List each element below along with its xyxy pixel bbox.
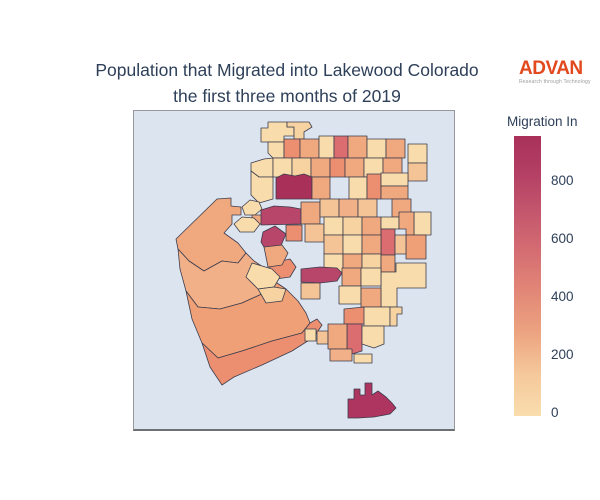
map-region-sa-wavy[interactable] — [343, 306, 368, 325]
colorbar-tick-label: 200 — [551, 346, 574, 362]
map-region-r5-3[interactable] — [338, 198, 359, 218]
map-region-r7-5[interactable] — [361, 234, 382, 255]
advan-logo-wordmark: ADVAN — [519, 58, 583, 79]
map-region-r4-2[interactable] — [348, 176, 368, 200]
map-region-r6-2[interactable] — [304, 223, 325, 243]
map-region-r7-1[interactable] — [263, 244, 289, 268]
chart-title-line2: the first three months of 2019 — [173, 86, 401, 106]
map-region-stair[interactable] — [267, 141, 285, 159]
map-region-r2-2[interactable] — [299, 138, 320, 159]
colorbar-title: Migration In — [507, 114, 578, 129]
map-region-island[interactable] — [347, 382, 397, 419]
map-region-r6-3[interactable] — [323, 216, 344, 236]
map-region-r5-1[interactable] — [300, 201, 321, 225]
map-region-r6-1[interactable] — [285, 224, 303, 242]
colorbar-tick-label: 400 — [551, 289, 574, 304]
map-region-ne-3[interactable] — [413, 211, 432, 236]
map-region-r7-6[interactable] — [394, 234, 407, 255]
map-region-dark-4[interactable] — [300, 266, 343, 284]
map-region-r4-3[interactable] — [366, 173, 382, 200]
map-region-dark-1[interactable] — [275, 173, 313, 200]
map-region-sm-1[interactable] — [304, 328, 317, 342]
map-region-r3-3[interactable] — [310, 157, 331, 178]
map-region-r2-1[interactable] — [283, 138, 301, 159]
map-region-r7-4[interactable] — [342, 234, 363, 255]
map-region-r10-2[interactable] — [338, 285, 362, 305]
map-panel — [133, 110, 455, 431]
map-region-r7-3[interactable] — [323, 234, 344, 255]
map-region-r4-1[interactable] — [311, 176, 331, 200]
map-region-mo-s2[interactable] — [329, 348, 353, 362]
map-region-r9-1[interactable] — [341, 267, 362, 287]
map-region-big-2[interactable] — [363, 306, 391, 327]
chart-title-line1: Population that Migrated into Lakewood C… — [95, 60, 479, 80]
map-region-r3-5[interactable] — [344, 157, 365, 178]
map-region-r10-3[interactable] — [360, 287, 382, 308]
map-region-west-wedge[interactable] — [201, 318, 323, 386]
colorbar-legend: Migration In 800 600 400 200 0 — [507, 114, 599, 434]
map-region-r10-1[interactable] — [300, 282, 321, 300]
map-region-r2-4[interactable] — [333, 135, 349, 159]
map-region-lp-curvy[interactable] — [361, 325, 385, 349]
map-region-r6-5[interactable] — [361, 216, 382, 236]
map-region-r4-5[interactable] — [380, 185, 409, 200]
map-region-r3-1[interactable] — [272, 157, 293, 178]
map-region-r6-6[interactable] — [380, 216, 400, 230]
colorbar — [514, 136, 541, 416]
map-region-r4-4[interactable] — [380, 172, 409, 187]
chart-title: Population that Migrated into Lakewood C… — [0, 57, 574, 109]
map-region-r3-4[interactable] — [329, 157, 346, 178]
map-region-ne-4[interactable] — [405, 234, 427, 260]
map-region-dark-2[interactable] — [260, 205, 302, 226]
colorbar-tick-label: 600 — [551, 231, 574, 247]
map-region-r6-4[interactable] — [342, 216, 363, 236]
map-region-west-stair[interactable] — [250, 170, 274, 204]
map-region-ne-1[interactable] — [407, 143, 428, 164]
map-region-mid-lp2[interactable] — [257, 286, 287, 304]
choropleth-svg — [175, 121, 432, 419]
map-region-curl-a[interactable] — [241, 199, 263, 216]
map-region-r2-3[interactable] — [318, 135, 335, 159]
map-region-r2-5[interactable] — [347, 135, 368, 159]
advan-logo: ADVAN Research through Technology — [519, 58, 595, 85]
map-region-red-tall[interactable] — [380, 228, 396, 256]
map-region-sm-2[interactable] — [316, 330, 329, 345]
colorbar-tick-label: 0 — [551, 404, 559, 420]
map-region-curl-c[interactable] — [233, 216, 261, 233]
map-region-r2-6[interactable] — [366, 138, 387, 159]
map-region-lp-s[interactable] — [353, 353, 373, 364]
map-region-mo-s[interactable] — [327, 323, 348, 350]
map-region-r2-7[interactable] — [385, 138, 406, 159]
advan-logo-tagline: Research through Technology — [519, 79, 591, 85]
map-region-r5-2[interactable] — [319, 198, 340, 218]
map-region-ne-2[interactable] — [407, 162, 428, 182]
map-region-step[interactable] — [389, 306, 403, 327]
map-region-r8-4[interactable] — [380, 254, 396, 273]
map-region-r6-8[interactable] — [398, 211, 415, 236]
map-region-r9-2[interactable] — [360, 267, 382, 287]
colorbar-tick-label: 800 — [551, 173, 574, 189]
map-region-r5-4[interactable] — [357, 198, 378, 218]
